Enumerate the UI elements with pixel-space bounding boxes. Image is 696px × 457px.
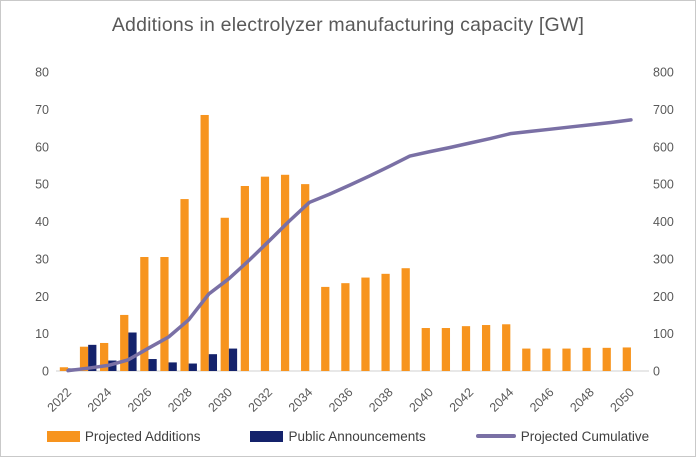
left-axis-tick: 10	[35, 327, 49, 341]
x-axis-label: 2030	[205, 385, 235, 415]
x-axis-label: 2036	[326, 385, 356, 415]
right-axis-tick: 500	[653, 178, 674, 192]
projected-additions-swatch-icon	[46, 430, 80, 442]
bar-projected-additions	[341, 283, 350, 371]
right-axis-tick: 100	[653, 327, 674, 341]
bar-projected-additions	[441, 328, 451, 371]
bar-projected-additions	[59, 367, 69, 371]
x-axis-label: 2040	[406, 385, 436, 415]
x-axis-label: 2024	[85, 385, 115, 415]
left-axis-tick: 80	[35, 66, 49, 80]
legend-item-projected-additions: Projected Additions	[46, 428, 201, 444]
bar-projected-additions	[361, 277, 370, 371]
bar-projected-additions	[100, 342, 109, 371]
bar-projected-additions	[622, 347, 631, 371]
bar-public-announcements	[188, 363, 197, 371]
left-axis-tick: 50	[35, 178, 49, 192]
legend-label: Public Announcements	[288, 428, 426, 444]
x-axis-label: 2046	[527, 385, 557, 415]
bar-projected-additions	[461, 326, 471, 371]
bar-public-announcements	[168, 362, 177, 371]
bar-projected-additions	[481, 325, 491, 371]
right-axis-tick: 300	[653, 252, 674, 266]
bar-projected-additions	[220, 217, 229, 371]
bar-projected-additions	[200, 114, 209, 371]
bar-projected-additions	[120, 314, 129, 371]
x-axis-label: 2038	[366, 385, 396, 415]
right-axis-tick: 800	[653, 66, 674, 80]
bar-public-announcements	[128, 332, 137, 371]
bar-projected-additions	[240, 185, 249, 371]
bar-projected-additions	[260, 176, 270, 371]
bar-projected-additions	[522, 348, 531, 371]
bar-projected-additions	[502, 324, 511, 371]
bar-projected-additions	[582, 347, 591, 371]
x-axis-label: 2044	[487, 385, 517, 415]
bar-projected-additions	[321, 286, 330, 371]
x-axis-label: 2022	[45, 385, 75, 415]
x-axis-label: 2032	[246, 385, 276, 415]
bar-projected-additions	[421, 328, 430, 371]
left-axis-tick: 0	[42, 365, 49, 379]
legend-item-public-announcements: Public Announcements	[250, 428, 426, 444]
left-axis-tick: 30	[35, 252, 49, 266]
bar-projected-additions	[562, 348, 571, 371]
right-axis-tick: 700	[653, 103, 674, 117]
x-axis-label: 2048	[567, 385, 597, 415]
right-axis-tick: 0	[653, 365, 660, 379]
bar-projected-additions	[140, 257, 149, 371]
left-axis-tick: 20	[35, 290, 49, 304]
bar-public-announcements	[148, 359, 157, 371]
legend: Projected Additions Public Announcements…	[1, 417, 695, 455]
x-axis-label: 2026	[125, 385, 155, 415]
bar-projected-additions	[542, 348, 551, 371]
right-axis-tick: 200	[653, 290, 674, 304]
bar-projected-additions	[79, 346, 89, 371]
line-projected-cumulative	[66, 118, 633, 373]
left-axis-tick: 40	[35, 215, 49, 229]
right-axis-tick: 600	[653, 140, 674, 154]
x-axis-label: 2042	[447, 385, 477, 415]
legend-label: Projected Cumulative	[520, 428, 650, 444]
bar-projected-additions	[160, 257, 169, 371]
x-axis-label: 2028	[165, 385, 195, 415]
chart-title: Additions in electrolyzer manufacturing …	[111, 14, 585, 36]
left-axis-tick: 60	[35, 140, 49, 154]
legend-label: Projected Additions	[84, 428, 201, 444]
x-axis-label: 2034	[286, 385, 316, 415]
bar-public-announcements	[88, 344, 97, 371]
bar-projected-additions	[280, 174, 290, 371]
projected-cumulative-swatch-icon	[475, 434, 516, 438]
chart-svg: 0102030405060708001002003004005006007008…	[35, 66, 674, 415]
x-axis-label: 2050	[608, 385, 638, 415]
bar-projected-additions	[180, 199, 189, 371]
bar-projected-additions	[602, 347, 611, 371]
bar-public-announcements	[228, 348, 238, 371]
bar-projected-additions	[301, 184, 310, 371]
public-announcements-swatch-icon	[250, 430, 284, 442]
right-axis-tick: 400	[653, 215, 674, 229]
bar-public-announcements	[208, 354, 218, 371]
bar-projected-additions	[401, 268, 410, 371]
left-axis-tick: 70	[35, 103, 49, 117]
bar-projected-additions	[381, 273, 390, 371]
legend-item-projected-cumulative: Projected Cumulative	[475, 428, 650, 444]
